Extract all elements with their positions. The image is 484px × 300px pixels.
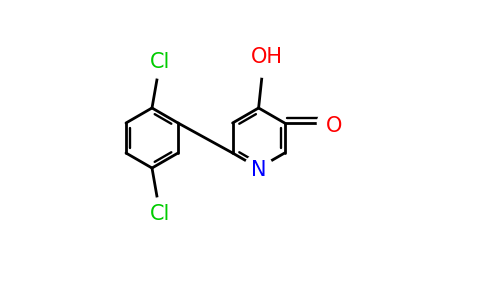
Text: OH: OH — [251, 47, 283, 67]
Circle shape — [318, 109, 346, 137]
Text: N: N — [250, 160, 267, 180]
Text: Cl: Cl — [150, 52, 170, 72]
Text: OH: OH — [249, 47, 284, 67]
Text: O: O — [326, 116, 343, 136]
Circle shape — [248, 45, 280, 77]
Text: Cl: Cl — [149, 204, 171, 224]
Circle shape — [244, 154, 272, 182]
Text: N: N — [251, 160, 266, 180]
Text: Cl: Cl — [149, 52, 171, 72]
Circle shape — [144, 46, 176, 78]
Circle shape — [144, 198, 176, 230]
Text: O: O — [326, 116, 343, 136]
Text: Cl: Cl — [150, 204, 170, 224]
